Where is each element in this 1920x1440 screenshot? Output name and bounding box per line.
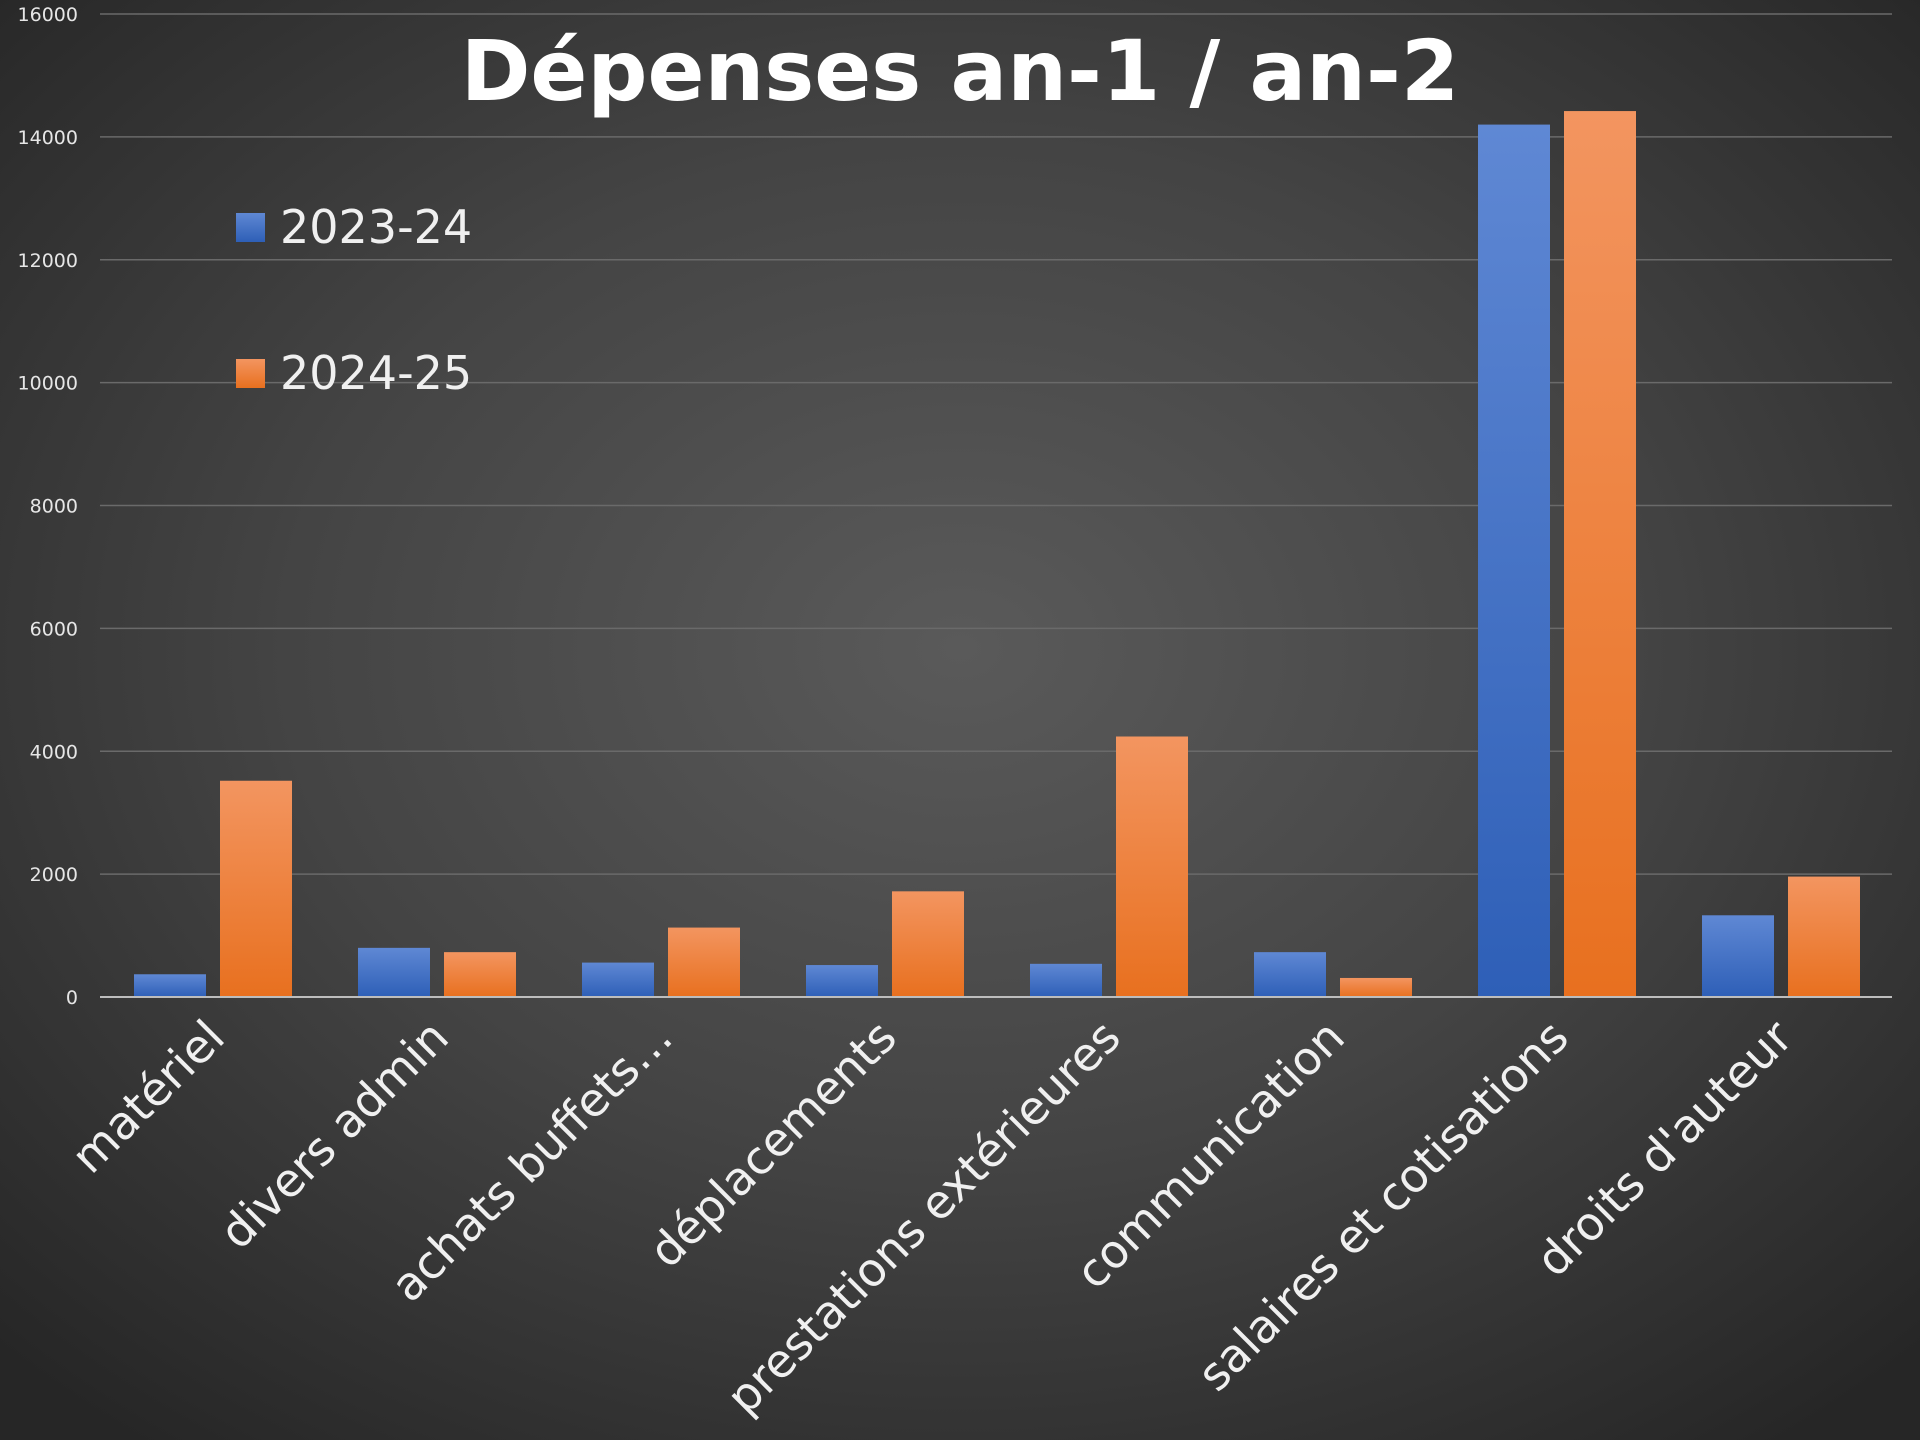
bars <box>134 111 1860 998</box>
bar-2024-25-1 <box>444 952 516 997</box>
bar-2024-25-4 <box>1116 736 1188 997</box>
bar-2023-24-2 <box>582 962 654 997</box>
y-tick-label: 16000 <box>18 4 78 26</box>
bar-2024-25-2 <box>668 927 740 997</box>
bar-2024-25-3 <box>892 891 964 997</box>
bar-2023-24-7 <box>1702 915 1774 997</box>
y-tick-label: 12000 <box>18 250 78 272</box>
category-label: prestations extérieures <box>716 1010 1131 1425</box>
category-label: matériel <box>61 1010 235 1184</box>
y-axis-ticks: 0 2000 4000 6000 8000 10000 12000 14000 16000 <box>18 4 78 1009</box>
y-tick-label: 2000 <box>30 864 78 886</box>
bar-2023-24-1 <box>358 947 430 997</box>
legend-swatch-2024-25 <box>236 359 265 388</box>
chart-title: Dépenses an-1 / an-2 <box>461 22 1460 120</box>
category-label: salaires et cotisations <box>1187 1010 1579 1402</box>
bar-2024-25-5 <box>1340 977 1412 997</box>
y-tick-label: 4000 <box>30 741 78 763</box>
legend: 2023-24 2024-25 <box>236 200 472 400</box>
category-label: divers admin <box>209 1010 459 1260</box>
y-tick-label: 14000 <box>18 127 78 149</box>
bar-2023-24-4 <box>1030 963 1102 997</box>
legend-label-2024-25: 2024-25 <box>280 346 472 400</box>
y-tick-label: 6000 <box>30 618 78 640</box>
bar-2024-25-7 <box>1788 876 1860 997</box>
gridlines <box>100 13 1892 875</box>
bar-2023-24-0 <box>134 974 206 997</box>
y-tick-label: 0 <box>66 987 78 1009</box>
y-tick-label: 8000 <box>30 496 78 518</box>
legend-label-2023-24: 2023-24 <box>280 200 472 254</box>
bar-2023-24-5 <box>1254 952 1326 997</box>
bar-2024-25-6 <box>1564 111 1636 998</box>
y-tick-label: 10000 <box>18 373 78 395</box>
bar-2023-24-3 <box>806 965 878 997</box>
bar-2024-25-0 <box>220 780 292 997</box>
legend-swatch-2023-24 <box>236 213 265 242</box>
bar-2023-24-6 <box>1478 124 1550 997</box>
